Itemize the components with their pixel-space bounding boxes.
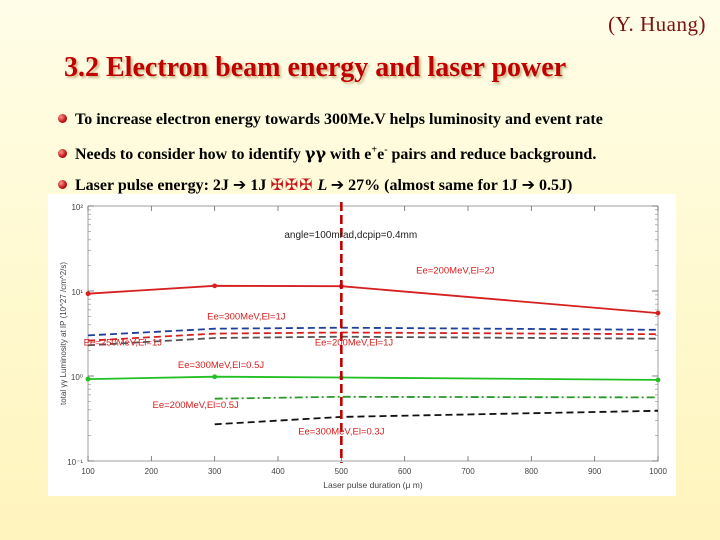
- series-line: [87, 326, 659, 337]
- series-label: Ee=200MeV,El=0.5J: [153, 400, 240, 411]
- bullet-dot-icon: [58, 180, 67, 189]
- x-tick-label: 100: [81, 467, 95, 476]
- chart-annotation: angle=100mrad,dcpip=0.4mm: [284, 230, 417, 241]
- series-line: [87, 284, 659, 314]
- chart-svg: 10⁻¹ 10⁰ 10¹ 10² 100 200 300 400 500 600 700 800 900…: [59, 202, 667, 490]
- x-tick-label: 400: [271, 467, 285, 476]
- bullet-text-pct: 27% (almost same for 1J: [344, 177, 522, 194]
- x-tick-label: 300: [208, 467, 222, 476]
- series-line: [87, 375, 659, 381]
- series-point: [212, 283, 218, 289]
- electron-sup: -: [384, 144, 388, 156]
- bullet-text-pre: Laser pulse energy: 2J: [75, 177, 233, 194]
- series-point: [85, 291, 91, 297]
- series-line: [87, 335, 659, 347]
- series-point: [212, 374, 218, 380]
- series-point: [655, 377, 661, 383]
- bullet-laser-energy: Laser pulse energy: 2J ➔ 1J ✠✠✠ L ➔ 27% …: [58, 175, 708, 195]
- y-tick-label: 10⁰: [71, 373, 83, 382]
- bullet-dot-icon: [58, 149, 67, 158]
- x-tick-label: 900: [588, 467, 602, 476]
- bullet-luminosity: To increase electron energy towards 300M…: [58, 111, 708, 129]
- slide-title: 3.2 Electron beam energy and laser power: [64, 52, 567, 83]
- x-tick-label: 600: [398, 467, 412, 476]
- x-tick-label: 800: [525, 467, 539, 476]
- y-tick-label: 10¹: [71, 288, 83, 297]
- bullet-text: To increase electron energy towards 300M…: [75, 111, 603, 128]
- x-tick-label: 200: [145, 467, 159, 476]
- bullet-text-end: 0.5J): [535, 177, 573, 194]
- gamma-gamma-symbol: γγ: [304, 144, 327, 163]
- series-line: [87, 331, 659, 342]
- luminosity-chart: 10⁻¹ 10⁰ 10¹ 10² 100 200 300 400 500 600 700 800 900…: [48, 194, 676, 496]
- bullet-text-pre: Needs to consider how to identify: [75, 146, 305, 163]
- y-axis-label: total γγ Luminosity at IP (10^27 /cm^2/s…: [59, 262, 68, 405]
- y-tick-label: 10²: [71, 203, 83, 212]
- series-label: Ee=250MeV,El=1J: [84, 337, 163, 348]
- series-label: Ee=300MeV,El=0.5J: [178, 360, 265, 371]
- series-label: Ee=200MeV,El=1J: [315, 337, 394, 348]
- bullet-dot-icon: [58, 114, 67, 123]
- right-arrow-icon: ➔: [521, 175, 535, 194]
- bullet-identify-pairs: Needs to consider how to identify γγ wit…: [58, 144, 708, 164]
- y-tick-label: 10⁻¹: [67, 458, 83, 467]
- x-tick-label: 1000: [649, 467, 667, 476]
- series-line: [214, 395, 659, 400]
- right-arrow-icon: ➔: [232, 175, 247, 194]
- bullet-text-1j: 1J: [246, 177, 271, 194]
- x-axis-label: Laser pulse duration (μ m): [323, 480, 423, 490]
- series-point: [655, 310, 661, 316]
- x-tick-label: 700: [461, 467, 475, 476]
- cross-symbols-icon: ✠✠✠: [270, 175, 314, 194]
- series-label: Ee=200MeV,El=2J: [416, 266, 495, 277]
- series-point: [85, 376, 91, 382]
- author-credit: (Y. Huang): [608, 12, 706, 36]
- series-label: Ee=300MeV,El=0.3J: [298, 427, 385, 438]
- bullet-text-mid: with e: [326, 146, 372, 163]
- luminosity-l: L: [313, 177, 331, 194]
- right-arrow-icon: ➔: [330, 175, 345, 194]
- electron-e: e: [377, 146, 385, 163]
- bullet-text-post: pairs and reduce background.: [387, 146, 597, 163]
- positron-sup: +: [371, 144, 378, 156]
- x-tick-label: 500: [335, 467, 349, 476]
- series-label: Ee=300MeV,El=1J: [207, 312, 286, 323]
